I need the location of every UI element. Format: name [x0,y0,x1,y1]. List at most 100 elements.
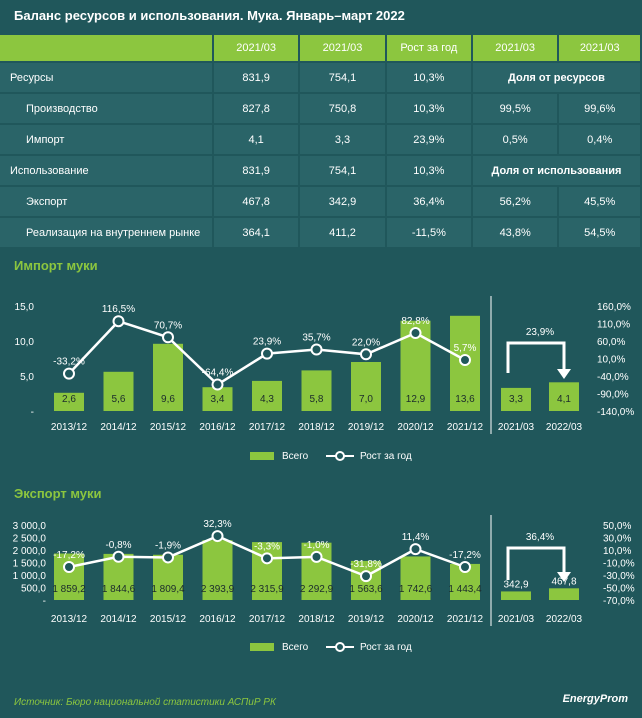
bar [202,387,233,411]
bar-value-label: 13,6 [455,394,475,405]
y-tick-label: 10,0 [15,337,35,348]
growth-point [63,367,75,380]
bar-value-label: 7,0 [359,394,373,405]
table-cell: 99,5% [472,94,560,125]
table-cell: 10,3% [386,63,473,94]
x-tick-label: 2015/12 [150,422,187,433]
bar-value-label: 4,3 [260,394,274,405]
bar [252,380,282,411]
source-note: Источник: Бюро национальной статистики А… [14,697,276,708]
page-title: Баланс ресурсов и использования. Мука. Я… [14,8,405,23]
x-tick-label: 2017/12 [249,422,286,433]
bar [252,542,282,600]
y2-tick-label: 110,0% [597,320,630,331]
bar [202,540,233,600]
table-cell: 750,8 [300,94,387,125]
legend-label: Рост за год [360,451,412,462]
growth-label: -31,8% [350,559,382,570]
growth-point [261,347,273,360]
table-cell: 411,2 [300,218,387,249]
bar-value-label: 9,6 [161,394,175,405]
x-tick-label: 2016/12 [199,614,236,625]
x-tick-label: 2022/03 [546,614,583,625]
table-header-cell: 2021/03 [300,35,387,63]
growth-label: 116,5% [102,304,135,315]
y-tick-label: 2 500,0 [13,534,47,545]
bar-value-label: 2 393,9 [201,584,235,595]
export-chart-title: Экспорт муки [14,486,102,501]
y2-tick-label: -70,0% [603,596,635,607]
table-cell: 43,8% [472,218,560,249]
x-tick-label: 2014/12 [100,422,137,433]
growth-point [112,550,125,563]
table-cell: -11,5% [386,218,473,249]
import-chart-title: Импорт муки [14,258,98,273]
growth-label: 82,8% [401,316,429,327]
table-cell: 831,9 [213,63,301,94]
growth-arrow [506,546,566,580]
y-tick-label: 1 000,0 [13,571,47,582]
legend-label: Рост за год [360,642,412,653]
table-header-cell [0,35,214,63]
balance-table: 2021/03 2021/03 Рост за год 2021/03 2021/03 Р… [0,35,642,249]
legend-swatch-bar [250,452,274,460]
arrow-head [557,572,571,582]
bar-value-label: 1 809,4 [151,584,185,595]
growth-point [310,343,323,356]
x-tick-label: 2021/03 [498,422,535,433]
legend-label: Всего [282,451,309,462]
bar [501,591,531,600]
table-cell: 99,6% [559,94,642,125]
y-tick-label: 15,0 [15,302,35,313]
bar-value-label: 2,6 [62,394,76,405]
growth-point [459,354,471,367]
bar-value-label: 2 292,9 [300,584,334,595]
y2-tick-label: 10,0% [597,355,625,366]
bar [351,362,381,411]
growth-point [211,530,224,543]
growth-point [310,550,323,563]
legend-swatch-bar [250,643,274,651]
y-tick-label: 2 000,0 [13,546,47,557]
bar-value-label: 5,8 [310,394,324,405]
bar-value-label: 3,3 [509,394,523,405]
bar-value-label: 2 315,9 [250,584,284,595]
table-cell: 342,9 [300,187,387,218]
growth-label: -17,2% [449,550,481,561]
growth-point [459,561,471,573]
growth-point [261,552,273,565]
growth-point [409,327,422,340]
growth-label: 23,9% [253,337,281,348]
table-cell: 4,1 [213,125,301,156]
growth-label: -0,8% [105,540,131,551]
table-header-cell: 2021/03 [472,35,560,63]
bar-value-label: 4,1 [557,394,571,405]
x-tick-label: 2021/03 [498,614,535,625]
table-cell: 10,3% [386,156,473,187]
growth-label: 22,0% [352,337,380,348]
legend-marker [335,642,345,652]
table-row: Производство 827,8 750,8 10,3% 99,5% 99,6% [0,94,642,125]
growth-point [360,348,372,361]
bar-value-label: 1 443,4 [448,584,482,595]
x-tick-label: 2019/12 [348,614,385,625]
x-tick-label: 2021/12 [447,614,484,625]
y-tick-label: - [43,596,46,607]
bar-value-label: 1 844,6 [102,584,136,595]
table-cell: 10,3% [386,94,473,125]
growth-arrow [506,341,566,373]
table-cell: 45,5% [559,187,642,218]
table-cell: 56,2% [472,187,560,218]
y2-tick-label: 10,0% [603,546,631,557]
table-cell: Использование [0,156,214,187]
y2-tick-label: -50,0% [603,584,635,595]
table-cell: Импорт [0,125,214,156]
y2-tick-label: -40,0% [597,372,629,383]
table-cell: 0,5% [472,125,560,156]
export-chart: -500,0 1 000,01 500,0 2 000,02 500,0 3 000,… [13,515,635,653]
growth-label: 11,4% [402,532,430,543]
bar [400,556,431,600]
growth-point [360,570,372,583]
growth-label: 32,3% [203,519,231,530]
y2-tick-label: 160,0% [597,302,631,313]
